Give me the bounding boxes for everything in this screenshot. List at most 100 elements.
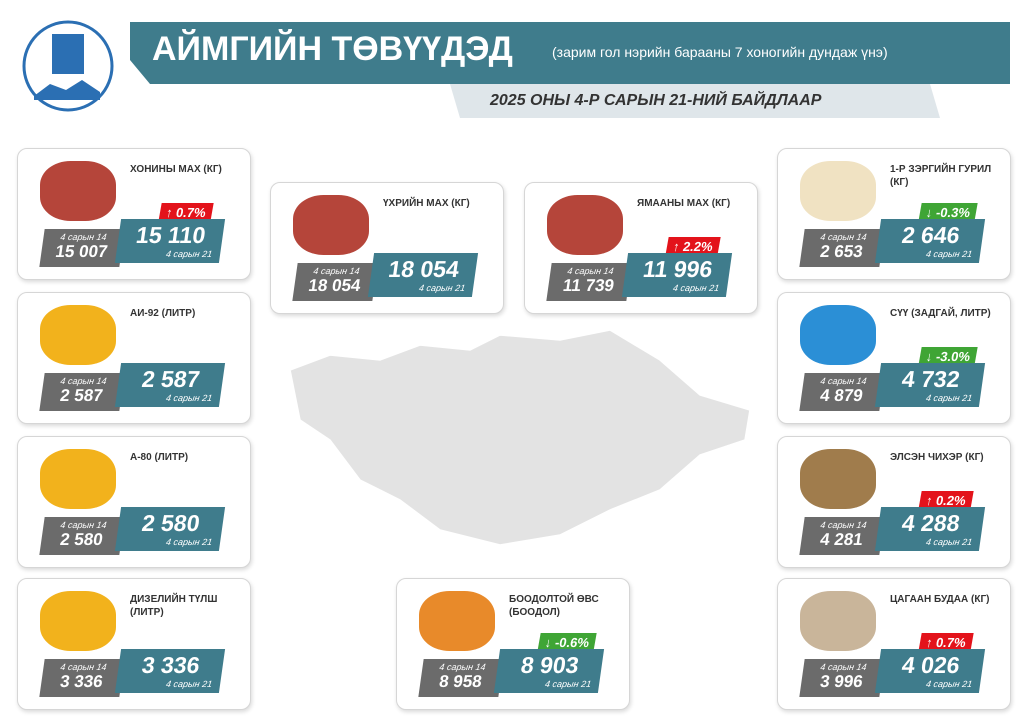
current-price: 11 996 4 сарын 21	[621, 253, 733, 297]
previous-value: 8 958	[437, 672, 484, 691]
price-card: ҮХРИЙН МАХ (КГ) 4 сарын 14 18 054 18 054 4 с…	[270, 182, 504, 314]
current-price: 2 646 4 сарын 21	[874, 219, 986, 263]
current-price: 4 288 4 сарын 21	[874, 507, 986, 551]
product-name: 1-Р ЗЭРГИЙН ГУРИЛ (КГ)	[890, 164, 992, 188]
product-icon	[40, 161, 116, 221]
price-card: ХОНИНЫ МАХ (КГ) ↑ 0.7% 4 сарын 14 15 007 15 …	[17, 148, 251, 280]
product-name: ЦАГААН БУДАА (КГ)	[890, 594, 990, 605]
current-date: 4 сарын 21	[672, 283, 720, 293]
current-date: 4 сарын 21	[925, 393, 973, 403]
product-icon	[293, 195, 369, 255]
product-name: ҮХРИЙН МАХ (КГ)	[383, 198, 470, 209]
product-name: СҮҮ (ЗАДГАЙ, ЛИТР)	[890, 308, 991, 319]
price-card: БООДОЛТОЙ ӨВС (БООДОЛ) ↓ -0.6% 4 сарын 14 8…	[396, 578, 630, 710]
previous-price: 4 сарын 14 3 336	[39, 659, 125, 697]
current-value: 2 587	[140, 366, 202, 392]
current-price: 3 336 4 сарын 21	[114, 649, 226, 693]
product-name: А-80 (ЛИТР)	[130, 452, 189, 463]
title-banner	[130, 22, 1010, 84]
previous-date: 4 сарын 14	[59, 520, 108, 530]
previous-value: 2 587	[58, 386, 105, 405]
price-card: 1-Р ЗЭРГИЙН ГУРИЛ (КГ) ↓ -0.3% 4 сарын 14 2…	[777, 148, 1011, 280]
product-icon	[800, 449, 876, 509]
previous-price: 4 сарын 14 15 007	[39, 229, 125, 267]
current-price: 4 026 4 сарын 21	[874, 649, 986, 693]
previous-value: 2 580	[58, 530, 105, 549]
map	[289, 329, 751, 546]
current-value: 18 054	[386, 256, 461, 282]
title: АЙМГИЙН ТӨВҮҮДЭД	[152, 30, 513, 68]
product-name: ЯМААНЫ МАХ (КГ)	[637, 198, 731, 209]
current-date: 4 сарын 21	[544, 679, 592, 689]
current-value: 4 732	[900, 366, 962, 392]
previous-date: 4 сарын 14	[819, 232, 868, 242]
previous-price: 4 сарын 14 18 054	[292, 263, 378, 301]
logo-bars	[34, 80, 100, 100]
product-icon	[419, 591, 495, 651]
logo-emblem	[52, 34, 84, 74]
date-banner	[450, 84, 940, 118]
previous-price: 4 сарын 14 3 996	[799, 659, 885, 697]
previous-date: 4 сарын 14	[566, 266, 615, 276]
price-card: А-80 (ЛИТР) 4 сарын 14 2 580 2 580 4 сарын 2…	[17, 436, 251, 568]
previous-date: 4 сарын 14	[312, 266, 361, 276]
product-name: ХОНИНЫ МАХ (КГ)	[130, 164, 222, 175]
price-card: ДИЗЕЛИЙН ТҮЛШ (ЛИТР) 4 сарын 14 3 336 3 336…	[17, 578, 251, 710]
current-price: 18 054 4 сарын 21	[367, 253, 479, 297]
product-name: АИ-92 (ЛИТР)	[130, 308, 196, 319]
current-price: 2 580 4 сарын 21	[114, 507, 226, 551]
product-icon	[800, 591, 876, 651]
current-value: 4 288	[900, 510, 962, 536]
previous-price: 4 сарын 14 11 739	[546, 263, 632, 301]
price-card: ЦАГААН БУДАА (КГ) ↑ 0.7% 4 сарын 14 3 996 4 …	[777, 578, 1011, 710]
previous-value: 3 336	[58, 672, 105, 691]
previous-value: 4 879	[818, 386, 865, 405]
previous-price: 4 сарын 14 4 281	[799, 517, 885, 555]
current-value: 8 903	[519, 652, 581, 678]
current-date: 4 сарын 21	[925, 679, 973, 689]
previous-value: 11 739	[561, 276, 616, 295]
previous-price: 4 сарын 14 4 879	[799, 373, 885, 411]
previous-date: 4 сарын 14	[438, 662, 487, 672]
product-icon	[547, 195, 623, 255]
product-icon	[40, 591, 116, 651]
previous-price: 4 сарын 14 2 587	[39, 373, 125, 411]
previous-value: 15 007	[54, 242, 109, 261]
product-name: ДИЗЕЛИЙН ТҮЛШ (ЛИТР)	[130, 594, 218, 618]
previous-value: 3 996	[818, 672, 865, 691]
current-value: 2 580	[140, 510, 202, 536]
product-icon	[40, 305, 116, 365]
previous-price: 4 сарын 14 8 958	[418, 659, 504, 697]
current-date: 4 сарын 21	[165, 393, 213, 403]
current-price: 15 110 4 сарын 21	[114, 219, 226, 263]
current-date: 4 сарын 21	[165, 249, 213, 259]
product-name: БООДОЛТОЙ ӨВС (БООДОЛ)	[509, 594, 599, 618]
previous-date: 4 сарын 14	[819, 662, 868, 672]
previous-price: 4 сарын 14 2 653	[799, 229, 885, 267]
current-value: 4 026	[900, 652, 962, 678]
previous-date: 4 сарын 14	[819, 376, 868, 386]
product-icon	[40, 449, 116, 509]
current-date: 4 сарын 21	[165, 679, 213, 689]
previous-value: 18 054	[307, 276, 362, 295]
product-icon	[800, 161, 876, 221]
current-value: 2 646	[900, 222, 962, 248]
price-card: ЭЛСЭН ЧИХЭР (КГ) ↑ 0.2% 4 сарын 14 4 281 4 2…	[777, 436, 1011, 568]
price-card: ЯМААНЫ МАХ (КГ) ↑ 2.2% 4 сарын 14 11 739 11 …	[524, 182, 758, 314]
previous-price: 4 сарын 14 2 580	[39, 517, 125, 555]
previous-value: 2 653	[818, 242, 865, 261]
price-card: АИ-92 (ЛИТР) 4 сарын 14 2 587 2 587 4 сарын …	[17, 292, 251, 424]
previous-date: 4 сарын 14	[59, 662, 108, 672]
current-value: 3 336	[140, 652, 202, 678]
current-price: 8 903 4 сарын 21	[493, 649, 605, 693]
current-date: 4 сарын 21	[418, 283, 466, 293]
current-value: 11 996	[641, 256, 715, 282]
previous-date: 4 сарын 14	[819, 520, 868, 530]
previous-value: 4 281	[818, 530, 865, 549]
current-price: 4 732 4 сарын 21	[874, 363, 986, 407]
current-date: 4 сарын 21	[165, 537, 213, 547]
previous-date: 4 сарын 14	[59, 232, 108, 242]
current-price: 2 587 4 сарын 21	[114, 363, 226, 407]
current-date: 4 сарын 21	[925, 249, 973, 259]
